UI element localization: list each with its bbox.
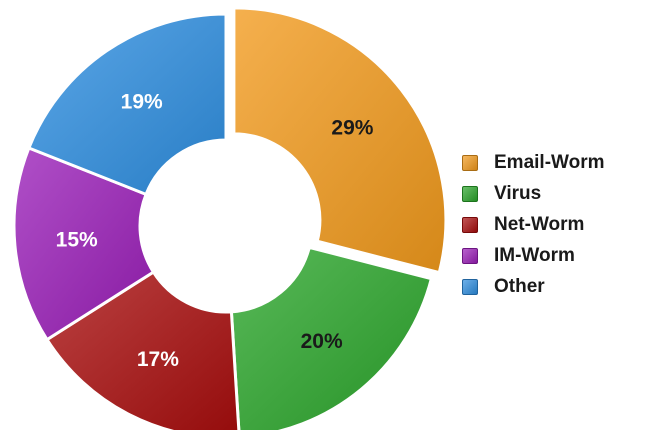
slice-label-email-worm: 29% <box>331 116 373 139</box>
slice-net-worm <box>44 270 241 430</box>
chart-legend: Email-Worm Virus Net-Worm IM-Worm Other <box>462 147 647 302</box>
legend-item-im-worm: IM-Worm <box>462 240 647 271</box>
legend-item-email-worm: Email-Worm <box>462 147 647 178</box>
slice-other <box>26 12 228 197</box>
legend-label: Email-Worm <box>494 151 605 173</box>
legend-swatch-net-worm <box>462 216 478 233</box>
slice-im-worm <box>12 146 156 342</box>
legend-swatch-virus <box>462 185 478 202</box>
slice-label-net-worm: 17% <box>137 348 179 371</box>
legend-label: Net-Worm <box>494 213 585 235</box>
slice-virus <box>229 245 434 430</box>
legend-item-net-worm: Net-Worm <box>462 209 647 240</box>
legend-item-other: Other <box>462 271 647 302</box>
legend-label: Virus <box>494 182 542 204</box>
slice-label-im-worm: 15% <box>56 229 98 252</box>
slice-email-worm <box>232 6 448 275</box>
legend-label: Other <box>494 275 545 297</box>
slices-group <box>12 6 448 430</box>
legend-swatch-other <box>462 278 478 295</box>
slice-label-other: 19% <box>121 90 163 113</box>
legend-label: IM-Worm <box>494 244 575 266</box>
legend-swatch-email-worm <box>462 154 478 171</box>
slice-label-virus: 20% <box>301 330 343 353</box>
slice-labels-group: 29% 20% 17% 15% 19% <box>56 90 374 371</box>
legend-item-virus: Virus <box>462 178 647 209</box>
legend-swatch-im-worm <box>462 247 478 264</box>
